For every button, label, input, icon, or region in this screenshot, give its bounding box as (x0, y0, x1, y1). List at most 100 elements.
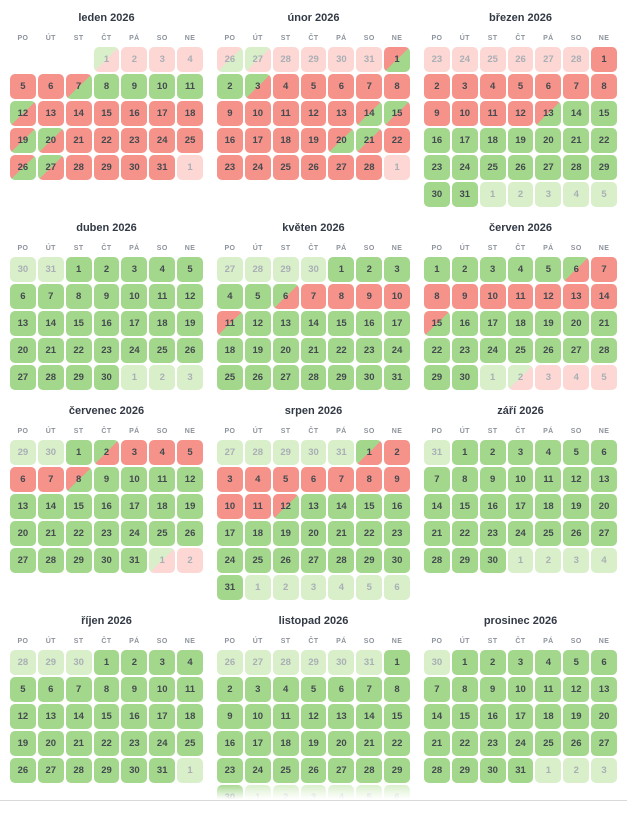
day-cell[interactable]: 14 (65, 704, 92, 729)
day-cell[interactable]: 3 (149, 650, 176, 675)
day-cell[interactable]: 14 (591, 284, 617, 309)
day-cell[interactable]: 4 (535, 650, 562, 675)
day-cell[interactable]: 22 (65, 521, 92, 546)
day-cell[interactable]: 26 (10, 155, 36, 180)
day-cell[interactable]: 28 (65, 758, 92, 783)
day-cell[interactable]: 4 (479, 74, 506, 99)
day-cell[interactable]: 18 (149, 311, 176, 336)
day-cell[interactable]: 17 (507, 704, 534, 729)
day-cell[interactable]: 18 (177, 101, 203, 126)
day-cell[interactable]: 18 (535, 704, 562, 729)
day-cell[interactable]: 10 (121, 467, 148, 492)
day-cell[interactable]: 30 (356, 365, 383, 390)
day-cell[interactable]: 14 (356, 704, 383, 729)
day-cell[interactable]: 24 (451, 155, 478, 180)
day-cell[interactable]: 4 (507, 257, 534, 282)
day-cell[interactable]: 8 (451, 467, 478, 492)
day-cell[interactable]: 17 (451, 128, 478, 153)
day-cell[interactable]: 2 (384, 440, 410, 465)
day-cell[interactable]: 15 (451, 494, 478, 519)
day-cell[interactable]: 12 (563, 677, 590, 702)
day-cell[interactable]: 4 (244, 467, 271, 492)
day-cell[interactable]: 3 (507, 440, 534, 465)
day-cell[interactable]: 12 (300, 101, 327, 126)
day-cell[interactable]: 24 (121, 338, 148, 363)
day-cell[interactable]: 1 (356, 440, 383, 465)
day-cell[interactable]: 2 (356, 257, 383, 282)
day-cell[interactable]: 18 (244, 521, 271, 546)
day-cell[interactable]: 1 (328, 257, 355, 282)
day-cell[interactable]: 12 (507, 101, 534, 126)
day-cell[interactable]: 6 (300, 467, 327, 492)
day-cell[interactable]: 12 (177, 284, 203, 309)
day-cell[interactable]: 8 (451, 677, 478, 702)
day-cell[interactable]: 7 (424, 467, 450, 492)
day-cell[interactable]: 12 (177, 467, 203, 492)
day-cell[interactable]: 30 (121, 758, 148, 783)
day-cell[interactable]: 13 (328, 101, 355, 126)
day-cell[interactable]: 16 (121, 704, 148, 729)
day-cell[interactable]: 27 (272, 365, 299, 390)
day-cell[interactable]: 25 (149, 338, 176, 363)
day-cell[interactable]: 26 (563, 731, 590, 756)
day-cell[interactable]: 26 (563, 521, 590, 546)
day-cell[interactable]: 16 (93, 311, 120, 336)
day-cell[interactable]: 20 (10, 338, 36, 363)
day-cell[interactable]: 10 (149, 74, 176, 99)
day-cell[interactable]: 13 (37, 704, 64, 729)
day-cell[interactable]: 9 (93, 467, 120, 492)
day-cell[interactable]: 29 (65, 365, 92, 390)
day-cell[interactable]: 13 (10, 494, 36, 519)
day-cell[interactable]: 2 (93, 257, 120, 282)
day-cell[interactable]: 2 (424, 74, 450, 99)
day-cell[interactable]: 25 (177, 128, 203, 153)
day-cell[interactable]: 31 (217, 575, 243, 600)
day-cell[interactable]: 8 (65, 284, 92, 309)
day-cell[interactable]: 5 (535, 257, 562, 282)
day-cell[interactable]: 21 (300, 338, 327, 363)
day-cell[interactable]: 14 (563, 101, 590, 126)
day-cell[interactable]: 6 (272, 284, 299, 309)
day-cell[interactable]: 10 (217, 494, 243, 519)
day-cell[interactable]: 17 (244, 128, 271, 153)
day-cell[interactable]: 20 (591, 704, 617, 729)
day-cell[interactable]: 25 (479, 155, 506, 180)
day-cell[interactable]: 11 (149, 467, 176, 492)
day-cell[interactable]: 17 (479, 311, 506, 336)
day-cell[interactable]: 14 (37, 494, 64, 519)
day-cell[interactable]: 14 (37, 311, 64, 336)
day-cell[interactable]: 1 (424, 257, 450, 282)
day-cell[interactable]: 1 (93, 650, 120, 675)
day-cell[interactable]: 18 (272, 731, 299, 756)
day-cell[interactable]: 20 (591, 494, 617, 519)
day-cell[interactable]: 3 (244, 677, 271, 702)
day-cell[interactable]: 6 (591, 440, 617, 465)
day-cell[interactable]: 21 (356, 128, 383, 153)
day-cell[interactable]: 26 (507, 155, 534, 180)
day-cell[interactable]: 25 (535, 731, 562, 756)
day-cell[interactable]: 23 (424, 155, 450, 180)
day-cell[interactable]: 2 (217, 74, 243, 99)
day-cell[interactable]: 31 (507, 758, 534, 783)
day-cell[interactable]: 13 (300, 494, 327, 519)
day-cell[interactable]: 20 (272, 338, 299, 363)
day-cell[interactable]: 4 (149, 257, 176, 282)
day-cell[interactable]: 3 (451, 74, 478, 99)
day-cell[interactable]: 6 (37, 677, 64, 702)
day-cell[interactable]: 11 (479, 101, 506, 126)
day-cell[interactable]: 23 (384, 521, 410, 546)
day-cell[interactable]: 12 (10, 101, 36, 126)
day-cell[interactable]: 10 (479, 284, 506, 309)
day-cell[interactable]: 1 (451, 440, 478, 465)
day-cell[interactable]: 6 (328, 677, 355, 702)
day-cell[interactable]: 19 (563, 494, 590, 519)
day-cell[interactable]: 6 (37, 74, 64, 99)
day-cell[interactable]: 22 (356, 521, 383, 546)
day-cell[interactable]: 19 (177, 494, 203, 519)
day-cell[interactable]: 27 (591, 521, 617, 546)
day-cell[interactable]: 11 (244, 494, 271, 519)
day-cell[interactable]: 19 (10, 731, 36, 756)
day-cell[interactable]: 13 (272, 311, 299, 336)
day-cell[interactable]: 11 (272, 101, 299, 126)
day-cell[interactable]: 12 (563, 467, 590, 492)
